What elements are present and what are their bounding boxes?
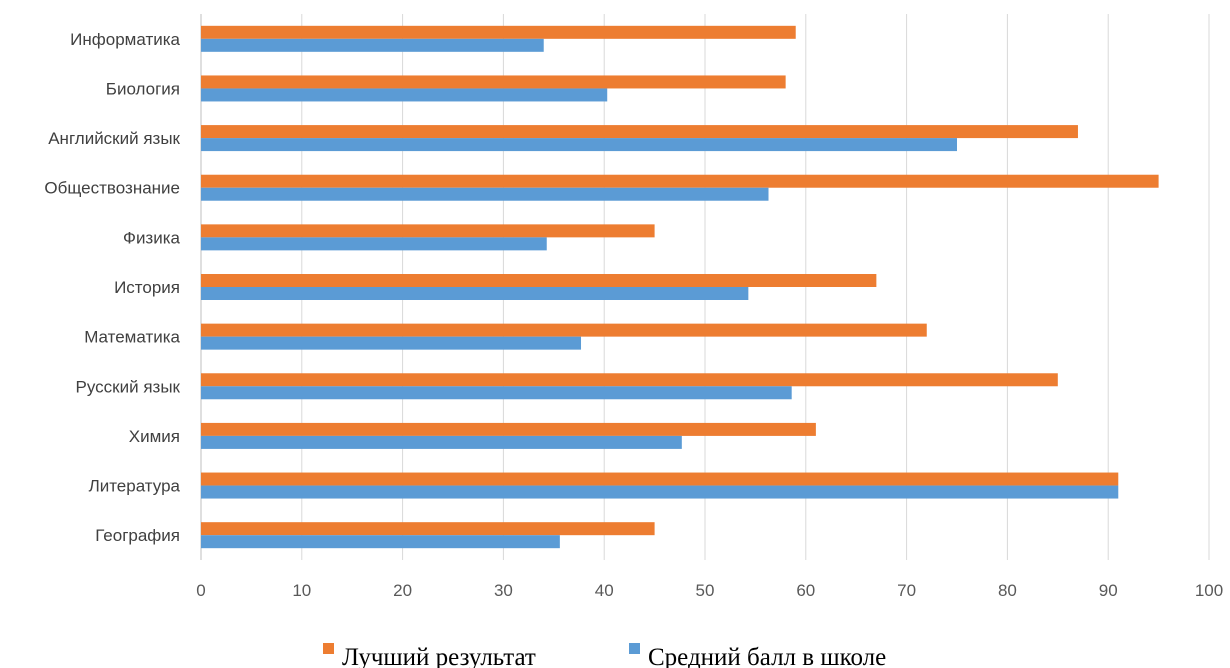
x-tick-label: 10 — [292, 581, 311, 600]
x-tick-label: 90 — [1099, 581, 1118, 600]
bar — [201, 287, 749, 300]
bar — [201, 522, 655, 536]
bar — [201, 435, 682, 449]
x-tick-label: 0 — [196, 581, 205, 600]
category-label: Информатика — [70, 30, 180, 49]
legend-swatch-best-result — [323, 643, 334, 654]
bar — [201, 336, 582, 350]
bar — [201, 224, 655, 238]
bars — [201, 25, 1159, 549]
legend-swatch-school-average — [629, 643, 640, 654]
category-label: Литература — [89, 477, 181, 496]
x-tick-label: 40 — [595, 581, 614, 600]
category-label: Биология — [106, 79, 180, 98]
x-tick-label: 100 — [1195, 581, 1223, 600]
category-label: Физика — [123, 228, 181, 247]
x-axis-tick-labels: 0 10 20 30 40 50 60 70 80 90 100 — [196, 581, 1223, 600]
x-tick-label: 70 — [897, 581, 916, 600]
x-tick-label: 60 — [796, 581, 815, 600]
category-labels: Информатика Биология Английский язык Общест… — [44, 30, 180, 545]
x-tick-label: 30 — [494, 581, 513, 600]
bar — [201, 535, 560, 549]
bar — [201, 485, 1119, 499]
x-tick-label: 20 — [393, 581, 412, 600]
bar — [201, 274, 877, 287]
bar — [201, 138, 957, 152]
bar — [201, 187, 769, 201]
bar — [201, 373, 1058, 387]
bar — [201, 386, 792, 400]
bar — [201, 88, 608, 102]
bar — [201, 472, 1119, 486]
category-label: География — [95, 526, 180, 545]
category-label: Английский язык — [48, 129, 180, 148]
category-label: История — [114, 278, 180, 297]
bar — [201, 38, 544, 52]
category-label: Химия — [129, 427, 180, 446]
bar — [201, 75, 786, 89]
x-tick-label: 50 — [696, 581, 715, 600]
bar — [201, 25, 796, 39]
x-tick-label: 80 — [998, 581, 1017, 600]
legend-label-best-result: Лучший результат — [342, 644, 536, 668]
legend-label-school-average: Средний балл в школе — [648, 644, 886, 668]
bar — [201, 174, 1159, 188]
category-label: Русский язык — [76, 377, 181, 396]
category-label: Обществознание — [44, 179, 180, 198]
bar — [201, 125, 1078, 139]
legend: Лучший результат Средний балл в школе — [323, 643, 886, 668]
bar — [201, 323, 927, 337]
bar — [201, 237, 547, 251]
bar — [201, 422, 816, 436]
category-label: Математика — [84, 328, 180, 347]
